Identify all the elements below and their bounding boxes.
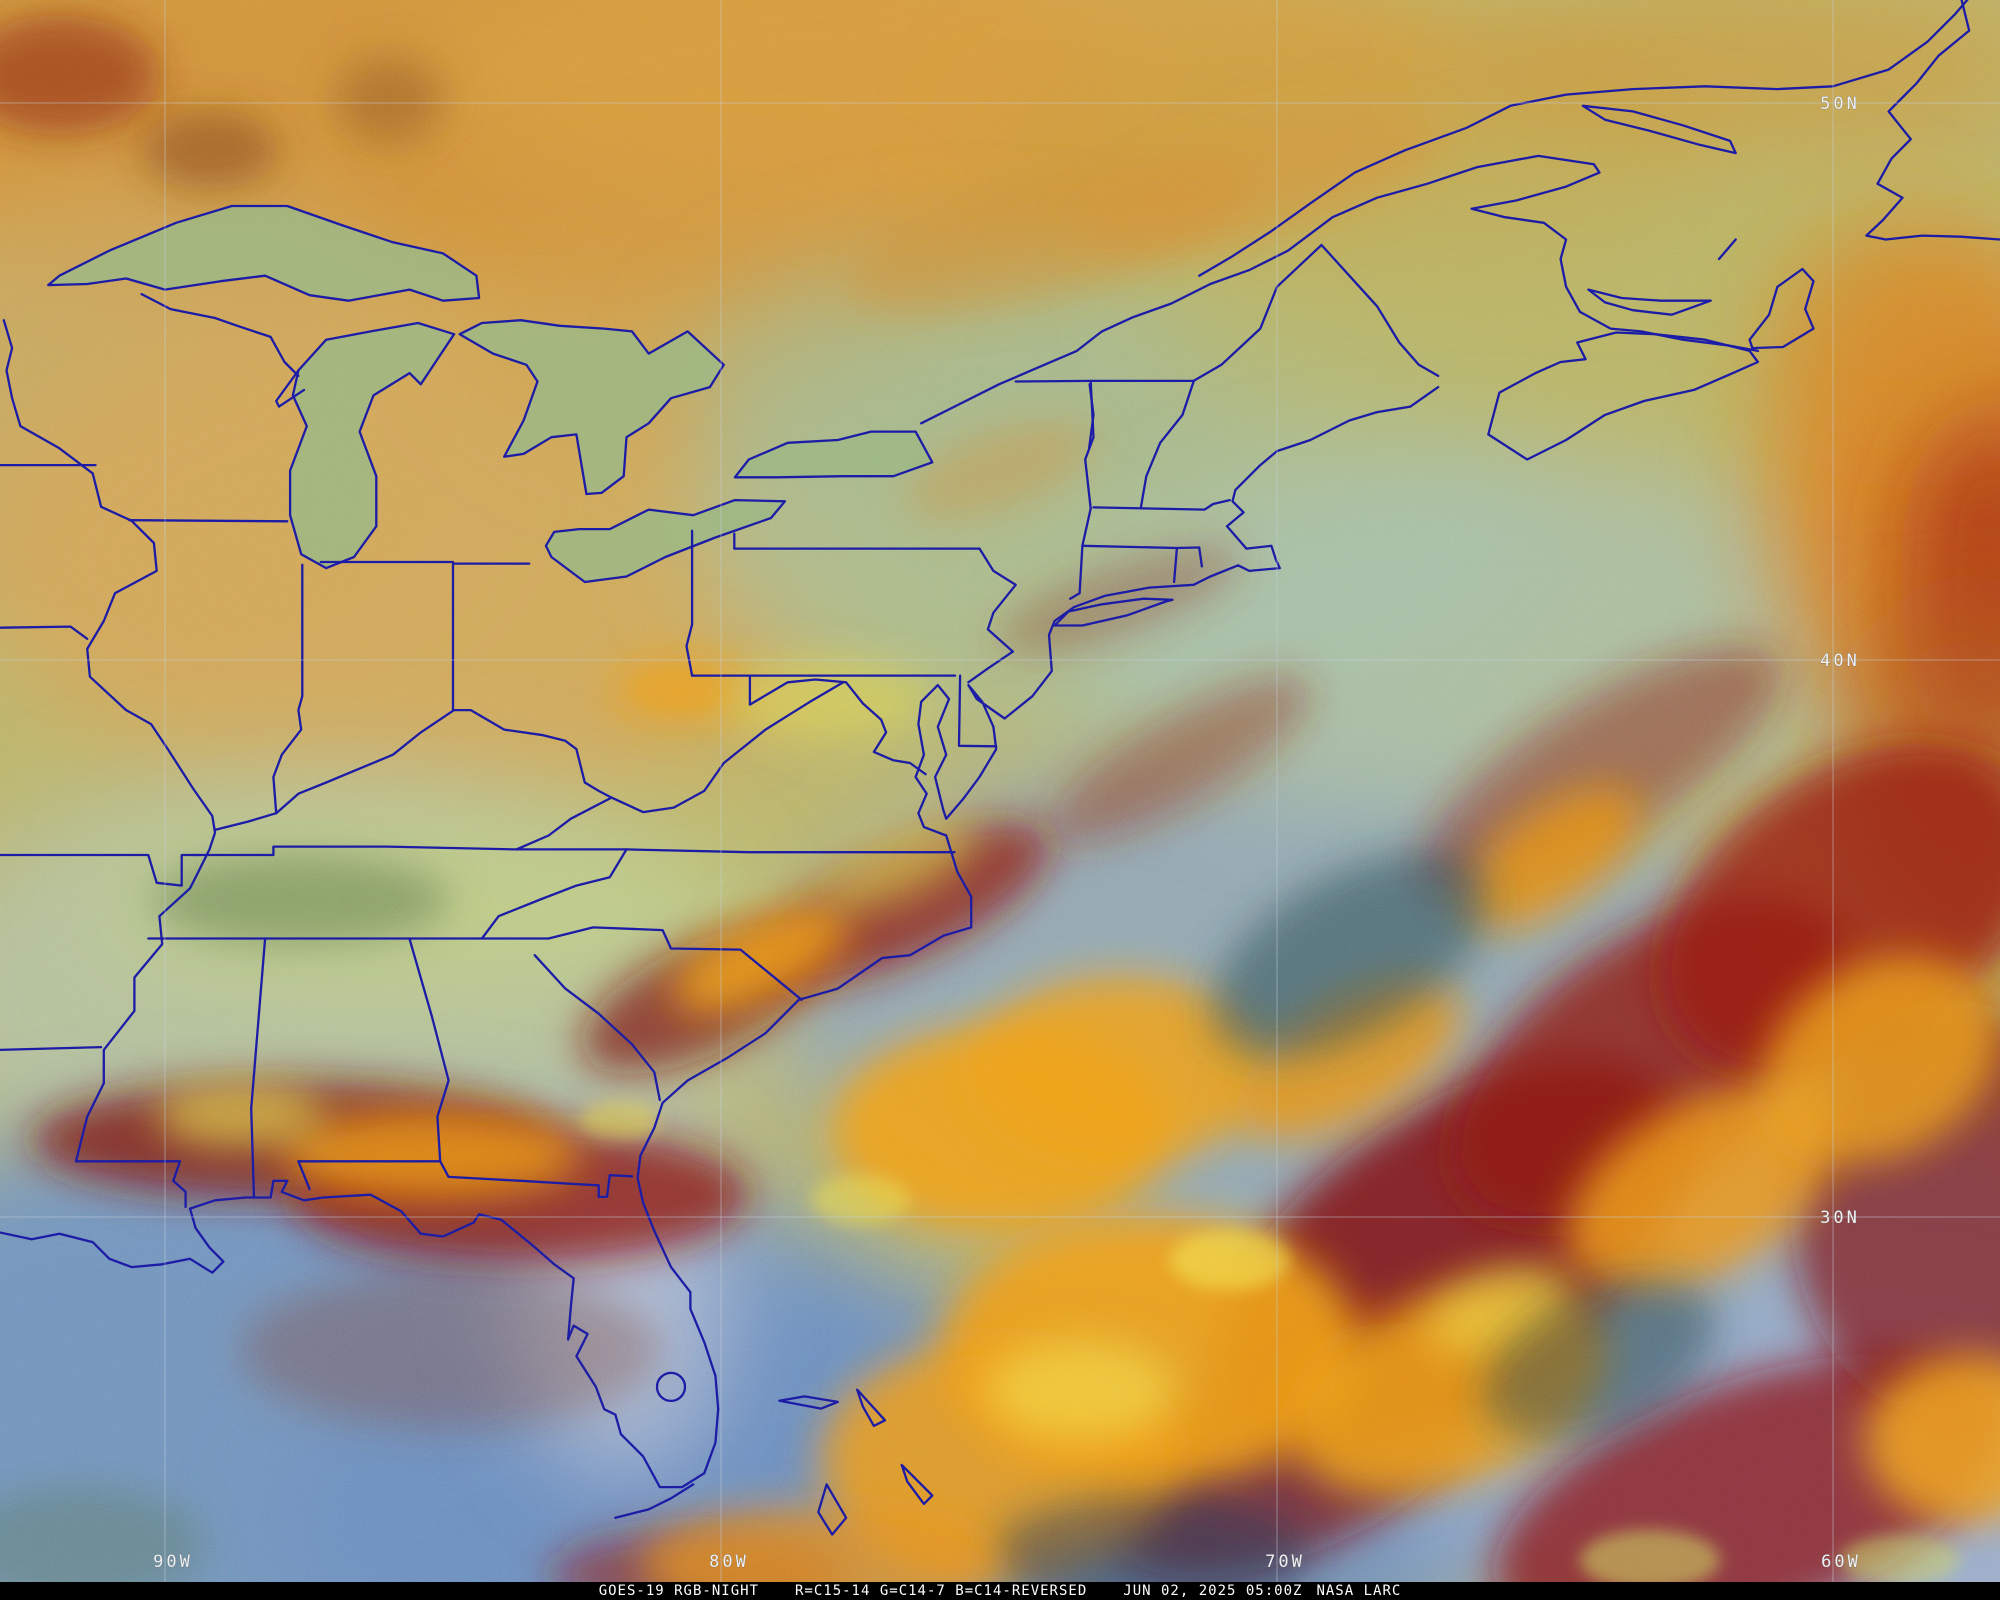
caption-timestamp: JUN 02, 2025 05:00Z	[1123, 1583, 1303, 1599]
state-boundary	[0, 625, 89, 640]
state-boundary	[967, 547, 1017, 684]
grid-label-50n: 50N	[1820, 94, 1860, 114]
state-boundary	[1198, 0, 1969, 277]
coastline-island	[1587, 288, 1712, 316]
state-boundary	[610, 681, 845, 814]
state-boundary	[439, 1160, 634, 1199]
state-boundary	[275, 369, 306, 408]
state-boundary	[128, 519, 289, 523]
lake-outline	[458, 319, 725, 496]
grid-label-70w: 70W	[1265, 1552, 1305, 1572]
state-boundary	[515, 848, 956, 854]
latlon-grid-labels: 50N 40N 30N 90W 80W 70W 60W	[153, 94, 1861, 1572]
state-boundary	[685, 623, 694, 677]
state-boundary	[319, 560, 531, 565]
state-boundary	[297, 1160, 311, 1191]
state-boundary	[1139, 380, 1195, 510]
state-boundary	[1717, 238, 1737, 261]
grid-label-40n: 40N	[1820, 651, 1860, 671]
grid-label-80w: 80W	[709, 1552, 749, 1572]
state-boundary	[480, 848, 628, 940]
state-boundary	[408, 937, 450, 1163]
lake-outlines	[47, 204, 934, 584]
grid-label-90w: 90W	[153, 1552, 193, 1572]
state-boundary	[957, 674, 998, 748]
state-boundary	[0, 853, 200, 887]
state-boundary	[0, 385, 1440, 1489]
state-boundary	[515, 796, 613, 851]
state-boundary	[1092, 498, 1231, 511]
lake-outline	[47, 204, 481, 302]
state-boundary	[140, 292, 300, 378]
state-boundary	[250, 937, 267, 1199]
state-boundary	[272, 563, 304, 815]
caption-channels: R=C15-14 G=C14-7 B=C14-REVERSED	[794, 1583, 1088, 1599]
caption-bar: GOES-19 RGB-NIGHT R=C15-14 G=C14-7 B=C14…	[0, 1582, 2000, 1600]
grid-label-60w: 60W	[1821, 1552, 1861, 1572]
coastline-island	[1748, 267, 1815, 350]
state-boundary	[920, 282, 1212, 425]
lake-outline	[733, 430, 934, 479]
state-boundary	[1209, 154, 1760, 353]
lake-outline	[544, 498, 787, 584]
state-boundary	[191, 845, 517, 857]
state-boundary	[2, 319, 217, 1163]
caption-credit: NASA LARC	[1316, 1583, 1402, 1599]
state-boundary	[733, 532, 981, 550]
state-boundary	[547, 926, 803, 1001]
coastline-island	[817, 1483, 848, 1536]
state-boundary	[1865, 0, 2000, 241]
state-boundary	[1069, 507, 1092, 600]
state-boundary	[1198, 546, 1204, 568]
caption-product: GOES-19 RGB-NIGHT	[598, 1583, 759, 1599]
lake-outline	[288, 321, 456, 570]
coastline-island	[1581, 104, 1737, 155]
coastline-island	[856, 1388, 887, 1428]
state-boundary	[1084, 380, 1095, 510]
lake-okeechobee-outline	[655, 1371, 687, 1403]
coastline-island	[1487, 331, 1760, 461]
grid-label-30n: 30N	[1820, 1208, 1860, 1228]
state-boundary	[0, 1045, 103, 1052]
coastline-island	[778, 1395, 839, 1410]
coastline-island	[900, 1463, 934, 1506]
state-boundary	[533, 954, 661, 1102]
state-boundary	[614, 1483, 695, 1519]
coastline-island	[1053, 597, 1174, 627]
state-boundary	[74, 1160, 187, 1209]
state-boundary	[1172, 546, 1179, 584]
state-boundary	[748, 674, 927, 776]
